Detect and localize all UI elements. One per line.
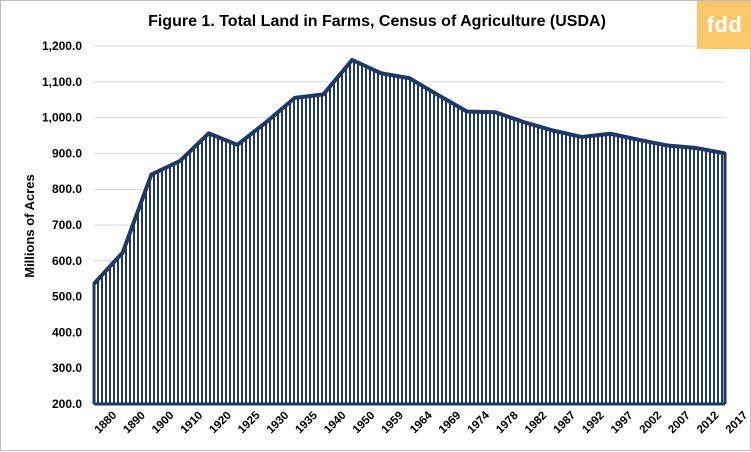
data-point (235, 143, 239, 147)
x-tick-label: 1935 (293, 409, 320, 436)
y-tick-label: 300.0 (52, 361, 82, 375)
data-point (121, 251, 125, 255)
y-tick-label: 600.0 (52, 254, 82, 268)
data-point (321, 92, 325, 96)
x-tick-label: 2012 (695, 410, 722, 437)
y-tick-label: 500.0 (52, 290, 82, 304)
data-point (608, 132, 612, 136)
x-tick-label: 1930 (265, 410, 292, 437)
data-point (666, 144, 670, 148)
data-point (149, 173, 153, 177)
x-tick-label: 1910 (179, 410, 206, 437)
x-tick-label: 1880 (93, 410, 120, 437)
data-point (551, 128, 555, 132)
y-tick-label: 1,200.0 (42, 39, 82, 53)
data-point (522, 120, 526, 124)
x-tick-label: 1920 (207, 410, 234, 437)
x-tick-label: 2007 (666, 410, 693, 437)
data-point (436, 93, 440, 97)
x-tick-label: 1925 (236, 409, 263, 436)
data-point (379, 71, 383, 75)
y-tick-label: 900.0 (52, 146, 82, 160)
x-tick-label: 1978 (494, 409, 521, 436)
y-tick-label: 400.0 (52, 325, 82, 339)
y-tick-label: 700.0 (52, 218, 82, 232)
chart-title: Figure 1. Total Land in Farms, Census of… (148, 13, 606, 30)
data-point (694, 146, 698, 150)
x-tick-label: 1964 (408, 409, 435, 436)
y-tick-label: 1,000.0 (42, 111, 82, 125)
data-point (494, 110, 498, 114)
data-point (264, 120, 268, 124)
x-tick-label: 2017 (724, 410, 751, 437)
data-point (350, 58, 354, 62)
area-fill (94, 59, 725, 404)
x-tick-label: 1890 (121, 410, 148, 437)
y-axis-label: Millions of Acres (22, 174, 37, 278)
x-tick-label: 1987 (552, 410, 579, 437)
data-point (465, 110, 469, 114)
data-point (92, 282, 96, 286)
y-tick-label: 200.0 (52, 397, 82, 411)
x-tick-label: 1950 (351, 410, 378, 437)
x-tick-label: 1969 (437, 410, 464, 437)
y-tick-label: 1,100.0 (42, 75, 82, 89)
x-tick-label: 1974 (465, 409, 492, 436)
x-tick-label: 2002 (638, 410, 665, 437)
data-point (637, 138, 641, 142)
data-point (178, 159, 182, 163)
x-tick-label: 1982 (523, 410, 550, 437)
x-tick-label: 1940 (322, 410, 349, 437)
data-point (293, 96, 297, 100)
data-point (580, 135, 584, 139)
x-tick-label: 1997 (609, 410, 636, 437)
x-tick-label: 1900 (150, 410, 177, 437)
data-point (408, 76, 411, 80)
x-tick-label: 1992 (580, 410, 607, 437)
fdd-logo: fdd (697, 1, 751, 49)
data-point (207, 131, 211, 135)
y-tick-label: 800.0 (52, 182, 82, 196)
x-tick-label: 1959 (379, 410, 406, 437)
data-point (723, 151, 727, 155)
